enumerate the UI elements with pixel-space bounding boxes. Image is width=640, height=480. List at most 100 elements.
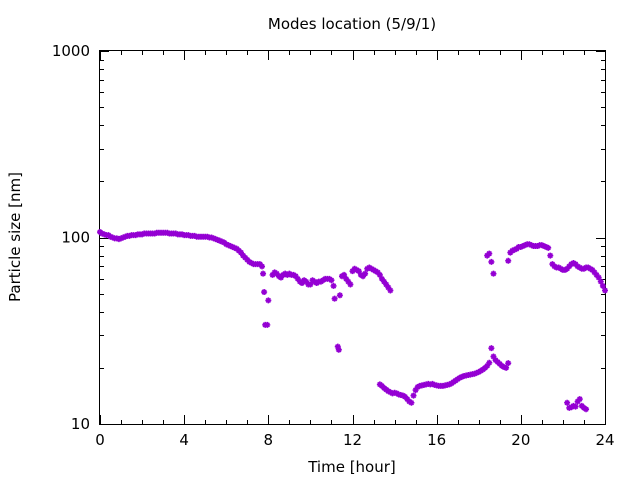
data-point [583,406,590,413]
data-point [490,353,497,360]
data-point [503,364,510,371]
data-point [412,387,419,394]
axis-ticks [100,51,606,425]
data-point [473,369,480,376]
x-tick-label: 4 [179,431,189,449]
data-point [534,243,541,250]
data-point [526,241,533,248]
data-point [602,287,608,294]
y-axis-label: Particle size [nm] [6,172,24,302]
data-point [501,364,507,371]
data-point [214,236,221,243]
data-point [576,396,583,403]
data-point [294,275,301,282]
data-point [231,244,238,251]
data-point [360,273,367,280]
data-point [109,234,116,241]
data-point [362,270,369,277]
data-point [334,343,341,350]
y-tick-label: 10 [71,415,90,433]
data-point [343,275,350,282]
data-point [277,274,284,281]
data-point [564,399,571,406]
data-point [383,281,390,288]
data-point [212,236,219,243]
data-point [387,287,394,294]
data-point [488,258,495,265]
data-point [115,236,122,243]
data-point [519,243,526,250]
data-point [107,233,114,240]
data-point [595,274,602,281]
data-point [540,243,547,250]
data-point [303,278,310,285]
chart-title: Modes location (5/9/1) [268,15,436,33]
x-tick-label: 12 [343,431,362,449]
data-point [341,271,348,278]
data-point [511,246,518,253]
data-point [237,249,244,256]
data-point [269,271,276,278]
data-point [484,362,491,369]
data-point [345,278,352,285]
data-point [381,278,388,285]
data-point [376,271,383,278]
data-point [120,234,127,241]
data-point [486,250,493,257]
y-tick-label: 1000 [52,42,90,60]
data-point [118,235,125,242]
data-point [292,273,299,280]
data-point [299,280,305,287]
data-point [328,277,335,284]
data-point [273,270,280,277]
data-point [597,278,604,285]
data-point [242,254,249,261]
x-tick-label: 8 [264,431,274,449]
data-point [259,263,266,270]
data-point [404,396,411,403]
x-tick-label: 20 [511,431,530,449]
y-tick-label: 100 [61,229,90,247]
x-axis-label: Time [hour] [307,458,396,476]
data-point [509,247,516,254]
data-point [219,238,226,245]
data-point [564,265,571,272]
data-point [265,297,272,304]
data-point [331,295,338,302]
data-point [486,359,493,366]
data-point [572,261,579,268]
x-tick-label: 0 [95,431,105,449]
data-point [216,237,223,244]
data-point [355,268,362,275]
x-tick-label: 24 [595,431,614,449]
data-point [335,346,342,353]
data-point [330,282,337,289]
data-point [229,243,236,250]
data-point [488,345,495,352]
data-point [336,292,343,299]
data-point [505,360,512,367]
data-point [349,268,356,275]
data-point [408,399,415,406]
data-point [599,282,606,289]
data-point [347,281,354,288]
data-point [261,289,268,296]
data-points [97,229,608,413]
data-point [545,244,552,251]
data-point [244,256,251,263]
data-point [505,257,512,264]
data-point [528,242,535,249]
data-point [574,398,581,405]
data-point [471,370,478,377]
data-point [591,269,598,276]
data-point [307,281,314,288]
data-point [260,270,267,277]
data-point [385,284,392,291]
data-point [456,374,463,381]
data-point [589,266,596,273]
x-tick-label: 16 [427,431,446,449]
data-point [543,243,550,250]
data-point [538,242,545,249]
data-point [210,235,217,242]
